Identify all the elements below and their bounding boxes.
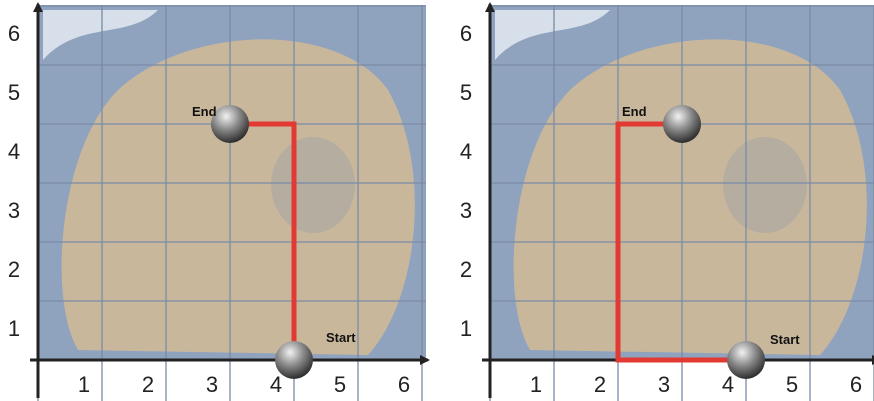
x-label: 4 [722, 372, 734, 397]
y-label: 2 [460, 257, 472, 282]
start-marker [727, 341, 765, 379]
y-label: 6 [8, 21, 20, 46]
map-crater [723, 137, 807, 233]
x-label: 2 [594, 372, 606, 397]
start-label: Start [770, 332, 800, 347]
end-marker [211, 105, 249, 143]
y-label: 5 [8, 80, 20, 105]
panel: 1 2 3 4 5 6 1 2 3 4 5 6 End Start [8, 4, 428, 401]
y-label: 3 [460, 198, 472, 223]
panel: 1 2 3 4 5 6 1 2 3 4 5 6 End Start [460, 4, 874, 401]
y-label: 5 [460, 80, 472, 105]
y-label: 3 [8, 198, 20, 223]
end-label: End [622, 104, 647, 119]
end-marker [663, 105, 701, 143]
x-label: 1 [530, 372, 542, 397]
y-label: 1 [8, 316, 20, 341]
x-label: 2 [142, 372, 154, 397]
y-label: 6 [460, 21, 472, 46]
y-label: 4 [8, 139, 20, 164]
x-label: 3 [658, 372, 670, 397]
x-label: 6 [398, 372, 410, 397]
y-label: 1 [460, 316, 472, 341]
y-label: 2 [8, 257, 20, 282]
map-crater [271, 137, 355, 233]
start-label: Start [326, 330, 356, 345]
x-label: 3 [206, 372, 218, 397]
x-label: 4 [270, 372, 282, 397]
x-label: 5 [786, 372, 798, 397]
x-label: 5 [334, 372, 346, 397]
start-marker [275, 341, 313, 379]
end-label: End [192, 104, 217, 119]
x-label: 6 [850, 372, 862, 397]
y-label: 4 [460, 139, 472, 164]
x-label: 1 [78, 372, 90, 397]
diagram: 1 2 3 4 5 6 1 2 3 4 5 6 End Start 1 2 3 4 5 6 1 2 3 4 5 6 End Start [0, 0, 874, 401]
